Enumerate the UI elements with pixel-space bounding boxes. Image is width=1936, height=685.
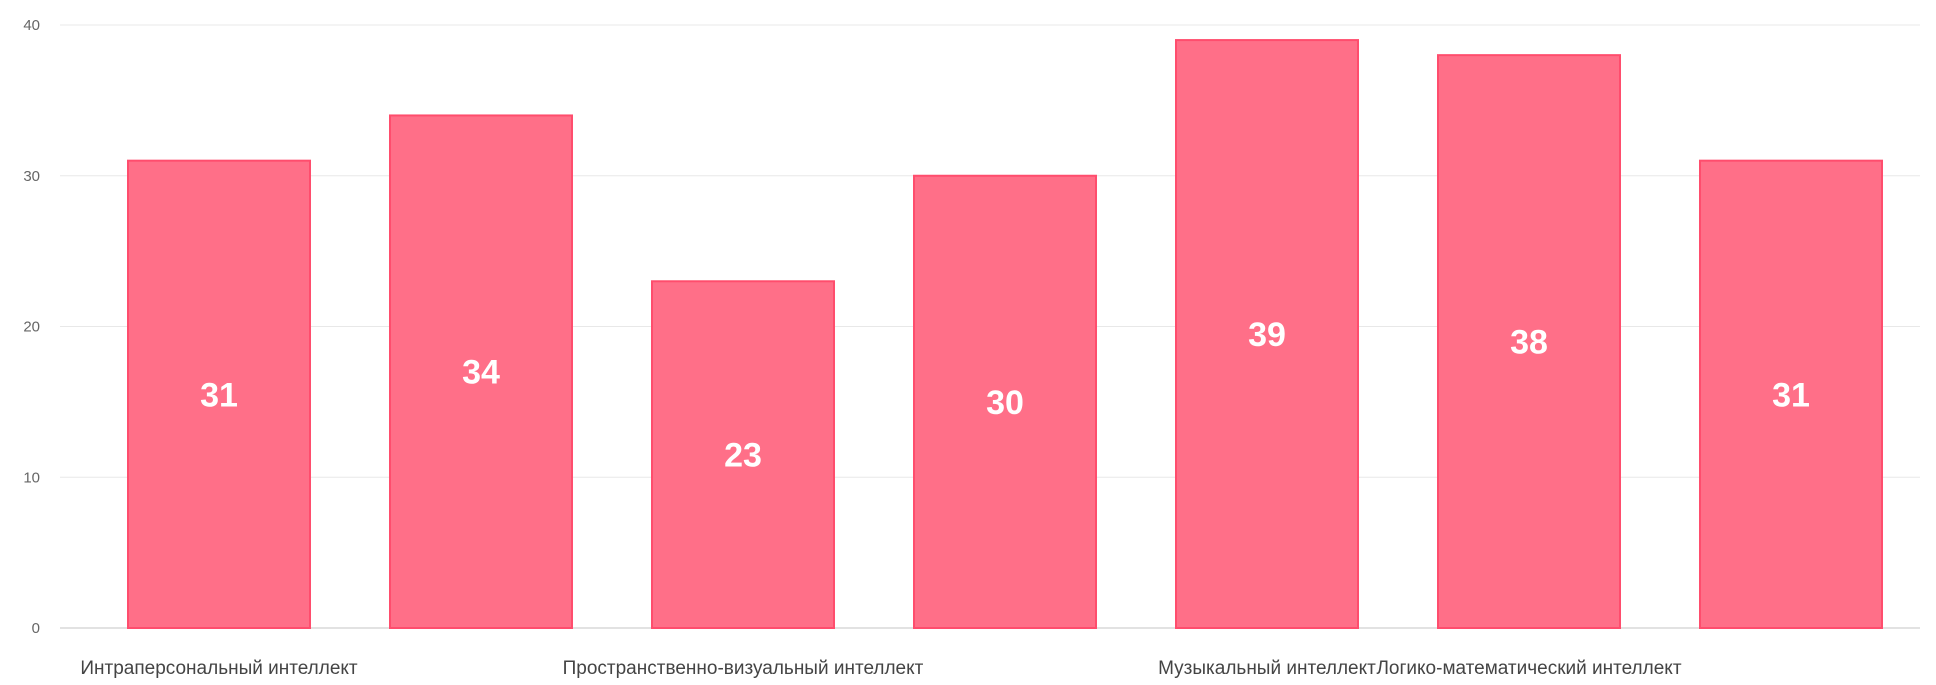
bar[interactable] xyxy=(127,159,311,630)
y-tick-label: 0 xyxy=(32,620,40,637)
y-tick-label: 30 xyxy=(23,168,40,185)
bar[interactable] xyxy=(913,174,1097,629)
x-axis: Интраперсональный интеллект Пространствен… xyxy=(80,658,1681,679)
y-tick-label: 20 xyxy=(23,319,40,336)
x-category-label: Интраперсональный интеллект xyxy=(80,658,358,679)
bar-value-label: 39 xyxy=(1248,316,1286,354)
bar[interactable] xyxy=(389,114,573,629)
y-tick-label: 10 xyxy=(23,469,40,486)
x-category-label: Музыкальный интеллект xyxy=(1158,658,1376,679)
bar-value-label: 23 xyxy=(724,437,762,475)
bars xyxy=(127,39,1883,630)
x-category-label: Пространственно-визуальный интеллект xyxy=(563,658,924,679)
bar-value-label: 38 xyxy=(1510,324,1548,362)
data-labels: 31 34 23 30 39 38 31 xyxy=(200,316,1810,475)
bar-value-label: 34 xyxy=(462,354,500,392)
x-category-label: Логико-математический интеллект xyxy=(1376,658,1681,679)
bar[interactable] xyxy=(1699,159,1883,630)
y-axis: 0 10 20 30 40 xyxy=(23,17,40,637)
bar[interactable] xyxy=(651,280,835,629)
bar-value-label: 30 xyxy=(986,384,1024,422)
bar[interactable] xyxy=(1175,39,1359,629)
bar[interactable] xyxy=(1437,54,1621,629)
bar-value-label: 31 xyxy=(1772,376,1810,414)
bar-value-label: 31 xyxy=(200,376,238,414)
y-tick-label: 40 xyxy=(23,17,40,34)
